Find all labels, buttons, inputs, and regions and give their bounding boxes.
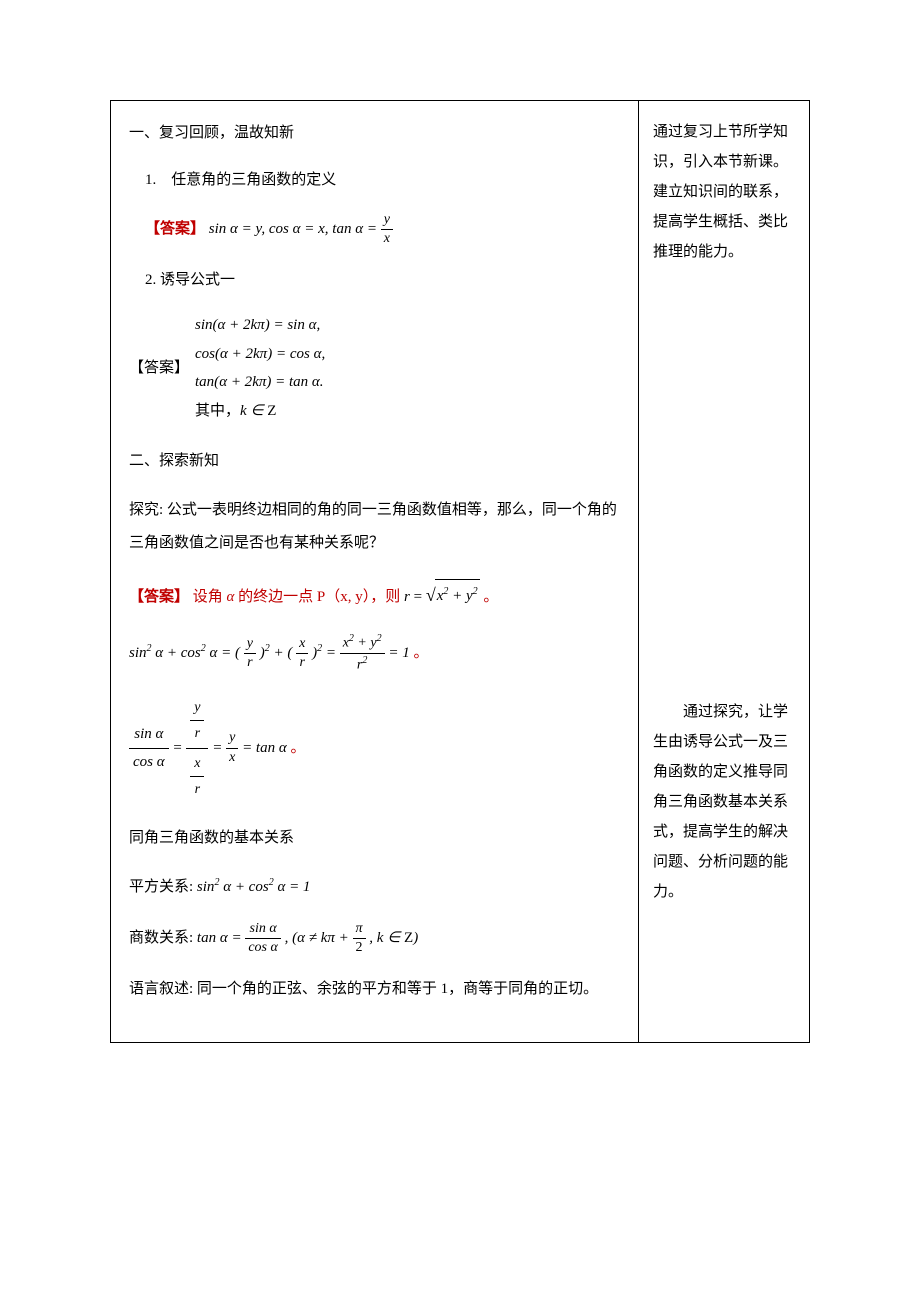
derive-quotient: sin α cos α = yr xr = yx = tan α 。 [129, 693, 620, 804]
formula-line-4: 其中，k ∈ Z [195, 397, 325, 426]
square-rel-label: 平方关系: [129, 879, 197, 895]
section-2-heading: 二、探索新知 [129, 445, 620, 478]
item-2-label: 2. 诱导公式一 [145, 264, 620, 297]
sqrt-body: x2 + y2 [435, 579, 480, 613]
explore-answer-eq: = [414, 589, 426, 605]
quotient-rel-pi-frac: π 2 [353, 920, 366, 957]
right-spacer [653, 267, 795, 697]
frac-den: x [381, 230, 393, 248]
identity-heading: 同角三角函数的基本关系 [129, 822, 620, 855]
derive-square: sin2 α + cos2 α = ( yr )2 + ( xr )2 = x2… [129, 632, 620, 675]
formula-line-3: tan(α + 2kπ) = tan α. [195, 368, 325, 397]
language-description: 语言叙述: 同一个角的正弦、余弦的平方和等于 1，商等于同角的正切。 [129, 973, 620, 1006]
explore-answer-prefix: 【答案】 [129, 589, 189, 605]
square-relation: 平方关系: sin2 α + cos2 α = 1 [129, 871, 620, 904]
sqrt-expression: √ x2 + y2 [426, 576, 480, 616]
quotient-rel-den: cos α [245, 939, 281, 957]
frac-num: y [381, 211, 393, 230]
formula-line-4-pre: 其中， [195, 403, 240, 419]
right-column: 通过复习上节所学知识，引入本节新课。建立知识间的联系，提高学生概括、类比推理的能… [639, 101, 809, 1042]
right-para-1: 通过复习上节所学知识，引入本节新课。建立知识间的联系，提高学生概括、类比推理的能… [653, 117, 795, 267]
left-column: 一、复习回顾，温故知新 1. 任意角的三角函数的定义 【答案】 sin α = … [111, 101, 639, 1042]
quotient-rel-cond-pre: , (α ≠ kπ + [285, 930, 353, 946]
explore-answer-r: r [404, 589, 410, 605]
right-para-2: 通过探究，让学生由诱导公式一及三角函数的定义推导同角三角函数基本关系式，提高学生… [653, 697, 795, 907]
explore-question: 探究: 公式一表明终边相同的角的同一三角函数值相等，那么，同一个角的三角函数值之… [129, 494, 620, 560]
explore-answer-t2: 的终边一点 P（x, y），则 [238, 589, 404, 605]
section-1-heading: 一、复习回顾，温故知新 [129, 117, 620, 150]
explore-answer-t1: 设角 [193, 589, 227, 605]
answer-1: 【答案】 sin α = y, cos α = x, tan α = y x [145, 211, 620, 248]
square-rel-math: sin2 α + cos2 α = 1 [197, 879, 311, 895]
answer-2-group: 【答案】 sin(α + 2kπ) = sin α, cos(α + 2kπ) … [129, 311, 620, 425]
answer-1-math: sin α = y, cos α = x, tan α = [209, 221, 381, 237]
page-table: 一、复习回顾，温故知新 1. 任意角的三角函数的定义 【答案】 sin α = … [110, 100, 810, 1043]
formula-line-2: cos(α + 2kπ) = cos α, [195, 340, 325, 369]
answer-1-prefix: 【答案】 [145, 221, 205, 237]
pi-num: π [353, 920, 366, 939]
answer-2-prefix: 【答案】 [129, 352, 189, 385]
quotient-rel-cond-post: , k ∈ Z) [369, 930, 418, 946]
quotient-rel-label: 商数关系: [129, 930, 197, 946]
explore-answer-alpha: α [227, 589, 235, 605]
pi-den: 2 [353, 939, 366, 957]
quotient-relation: 商数关系: tan α = sin α cos α , (α ≠ kπ + π … [129, 920, 620, 957]
quotient-rel-frac: sin α cos α [245, 920, 281, 957]
formula-line-4-math: k ∈ Z [240, 403, 276, 419]
formula-block: sin(α + 2kπ) = sin α, cos(α + 2kπ) = cos… [195, 311, 325, 425]
explore-answer: 【答案】 设角 α 的终边一点 P（x, y），则 r = √ x2 + y2 … [129, 576, 620, 616]
answer-1-fraction: y x [381, 211, 393, 248]
quotient-rel-num: sin α [245, 920, 281, 939]
explore-answer-period: 。 [483, 589, 498, 605]
quotient-rel-pre: tan α = [197, 930, 245, 946]
item-1-label: 1. 任意角的三角函数的定义 [145, 164, 620, 197]
formula-line-1: sin(α + 2kπ) = sin α, [195, 311, 325, 340]
